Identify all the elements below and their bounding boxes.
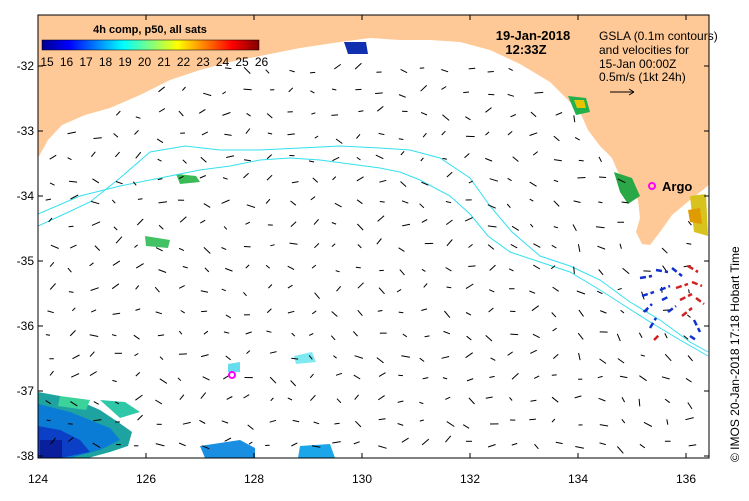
colorbar-label: 21 (157, 55, 171, 69)
longitude-labels: 124 126 128 130 132 134 136 (28, 472, 696, 486)
lat-label: -32 (17, 59, 35, 73)
colorbar-label: 20 (138, 55, 152, 69)
map-time: 12:33Z (505, 42, 546, 57)
colorbar-label: 24 (216, 55, 230, 69)
lat-label: -35 (17, 254, 35, 268)
lat-label: -33 (17, 124, 35, 138)
colorbar-label: 22 (177, 55, 191, 69)
gsla-note-line: 15-Jan 00:00Z (599, 57, 676, 71)
colorbar-label: 23 (196, 55, 210, 69)
colorbar-gradient (42, 40, 259, 50)
imos-credit: © IMOS 20-Jan-2018 17:18 Hobart Time (728, 246, 742, 462)
colorbar-label: 25 (235, 55, 249, 69)
lat-label: -36 (17, 319, 35, 333)
lon-label: 134 (568, 472, 588, 486)
colorbar-label: 18 (99, 55, 113, 69)
lon-label: 132 (460, 472, 480, 486)
lon-label: 136 (676, 472, 696, 486)
lon-label: 130 (352, 472, 372, 486)
map-date: 19-Jan-2018 (496, 28, 570, 43)
colorbar-label: 19 (118, 55, 132, 69)
colorbar-label: 15 (40, 55, 54, 69)
colorbar-title: 4h comp, p50, all sats (93, 24, 207, 36)
lat-label: -37 (17, 384, 35, 398)
lon-label: 124 (28, 472, 48, 486)
colorbar-label: 26 (255, 55, 269, 69)
lon-label: 128 (244, 472, 264, 486)
gsla-note-line: 0.5m/s (1kt 24h) (599, 70, 686, 84)
colorbar-label: 16 (60, 55, 74, 69)
lat-label: -38 (17, 449, 35, 463)
argo-label: Argo (662, 179, 692, 194)
colorbar-label: 17 (79, 55, 93, 69)
gsla-note-line: and velocities for (599, 43, 689, 57)
lon-label: 126 (136, 472, 156, 486)
latitude-labels: -32 -33 -34 -35 -36 -37 -38 (17, 59, 35, 463)
lat-label: -34 (17, 189, 35, 203)
gsla-note-line: GSLA (0.1m contours) (599, 29, 718, 43)
